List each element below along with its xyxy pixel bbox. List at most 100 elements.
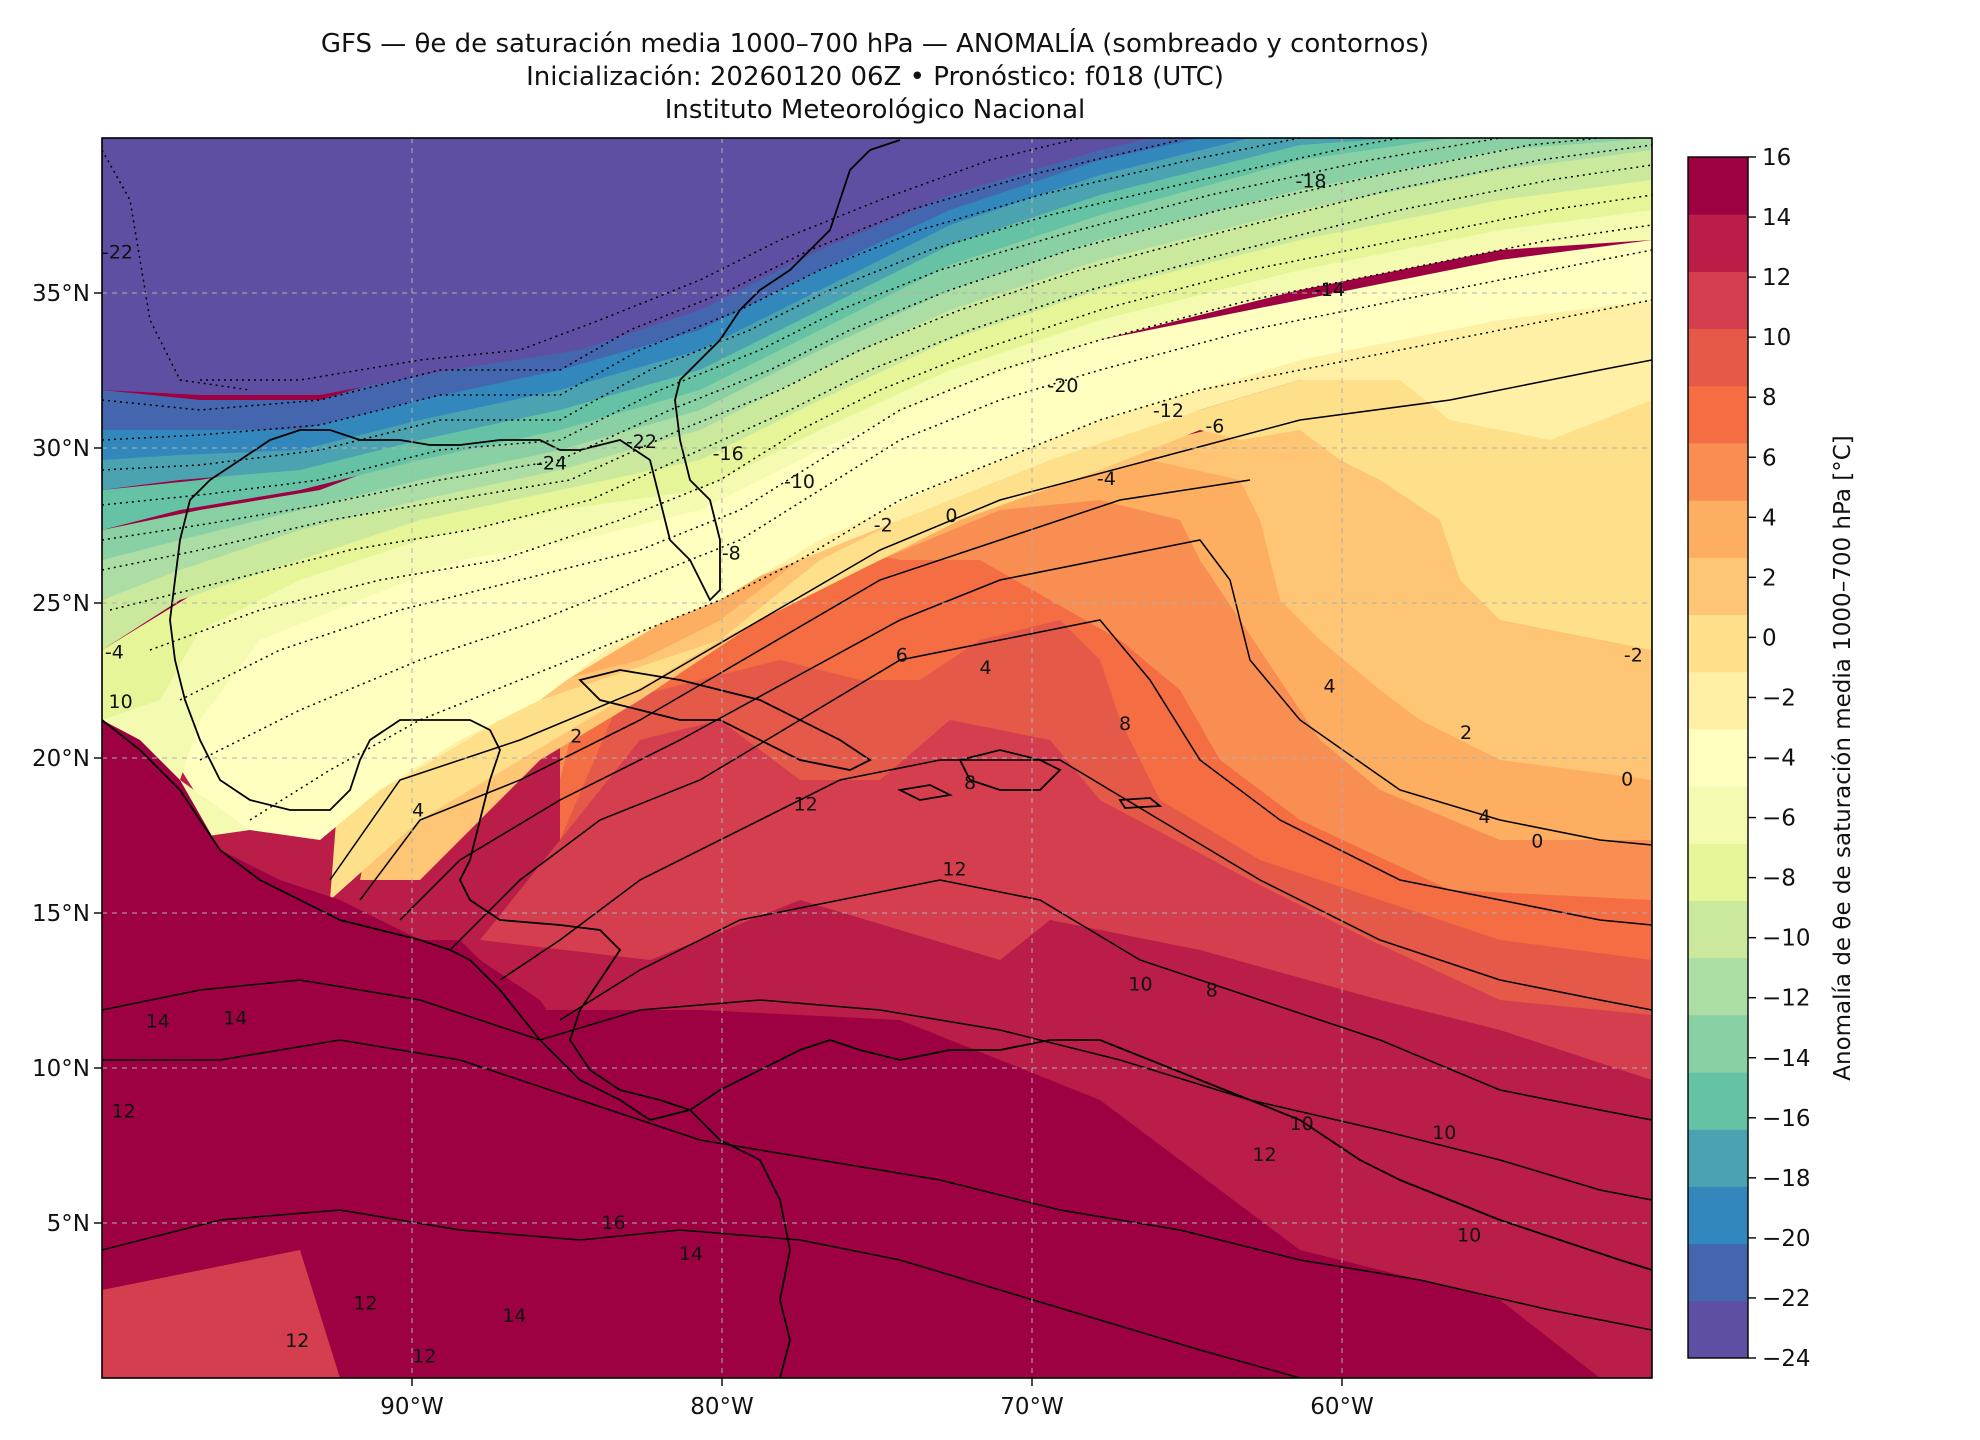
colorbar-tick-label: 16 bbox=[1762, 145, 1791, 171]
colorbar-swatch bbox=[1688, 786, 1748, 844]
contour-label: 6 bbox=[896, 645, 908, 667]
lat-tick-label: 20°N bbox=[32, 746, 90, 772]
field-band-minus22 bbox=[102, 138, 1200, 430]
lon-tick-label: 60°W bbox=[1310, 1394, 1374, 1420]
colorbar-tick-label: −4 bbox=[1762, 746, 1796, 772]
contour-label: -12 bbox=[1153, 400, 1184, 422]
field-band-pacific-coast bbox=[102, 720, 700, 1120]
colorbar-tick-label: −12 bbox=[1762, 986, 1811, 1012]
contour-lines bbox=[102, 359, 1652, 1378]
lon-tick-label: 80°W bbox=[690, 1394, 754, 1420]
contour-label: -2 bbox=[1624, 645, 1643, 667]
contour-line-2 bbox=[359, 479, 1251, 901]
contour-label: 4 bbox=[979, 657, 991, 679]
coastline-puerto-rico bbox=[1118, 797, 1163, 809]
coastline-us-gulf-atlantic bbox=[179, 139, 901, 602]
colorbar-swatch bbox=[1688, 1243, 1748, 1302]
colorbar-swatch bbox=[1688, 671, 1748, 730]
contour-line-minus22 bbox=[102, 139, 1181, 411]
contour-label: 12 bbox=[942, 859, 966, 881]
contour-line-10 bbox=[559, 879, 1652, 1121]
contour-label: 0 bbox=[1621, 769, 1633, 791]
contour-label: -22 bbox=[626, 431, 657, 453]
contour-label: -10 bbox=[784, 471, 815, 493]
contour-label: -14 bbox=[1314, 279, 1345, 301]
colorbar-tick-label: −8 bbox=[1762, 866, 1796, 892]
lat-tick-label: 30°N bbox=[32, 436, 90, 462]
contour-label: -24 bbox=[536, 453, 567, 475]
contour-label: -8 bbox=[722, 542, 741, 564]
coastline-jamaica bbox=[897, 784, 953, 801]
contour-label: -16 bbox=[713, 443, 744, 465]
colorbar-tick-label: −14 bbox=[1762, 1046, 1811, 1072]
lat-tick-label: 25°N bbox=[32, 591, 90, 617]
contour-line-minus14 bbox=[102, 138, 1601, 541]
colorbar-tick-label: 12 bbox=[1762, 265, 1791, 291]
title-line-1: GFS — θe de saturación media 1000–700 hP… bbox=[320, 29, 1430, 59]
colorbar-tick-label: −6 bbox=[1762, 806, 1796, 832]
contour-label: 14 bbox=[679, 1243, 703, 1265]
contour-line-14 bbox=[102, 1039, 1652, 1331]
anomaly-field: -22-24-22-20-18-16-14-12-10-8-6-4-2 04682… bbox=[102, 138, 1652, 1378]
colorbar-swatch bbox=[1688, 442, 1748, 501]
field-band-minus24 bbox=[102, 138, 1652, 395]
contour-label: 14 bbox=[502, 1305, 526, 1327]
field-band-minus10 bbox=[102, 140, 1652, 650]
field-band-minus20 bbox=[102, 138, 1250, 460]
map-title: GFS — θe de saturación media 1000–700 hP… bbox=[0, 28, 1750, 127]
contour-label: -18 bbox=[1295, 170, 1326, 192]
contour-labels: -22-24-22-20-18-16-14-12-10-8-6-4-2 04682… bbox=[102, 170, 1643, 1367]
colorbar-tick-label: 0 bbox=[1762, 625, 1777, 651]
contour-line-minus12 bbox=[102, 144, 1652, 571]
contour-label: 14 bbox=[146, 1011, 170, 1033]
colorbar-swatch bbox=[1688, 557, 1748, 616]
field-band-minus14 bbox=[102, 138, 1652, 560]
contour-label: 4 bbox=[1324, 676, 1336, 698]
colorbar-tick-label: 4 bbox=[1762, 505, 1777, 531]
contour-lines-dotted bbox=[102, 138, 1652, 821]
contour-label: 12 bbox=[1252, 1144, 1276, 1166]
contour-label: 12 bbox=[285, 1330, 309, 1352]
contour-label: 12 bbox=[412, 1345, 436, 1367]
colorbar-swatch bbox=[1688, 214, 1748, 272]
colorbar-tick-label: 10 bbox=[1762, 325, 1791, 351]
map-axis-ticks: 90°W 80°W 70°W 60°W35°N30°N25°N20°N15°N10°N… bbox=[32, 281, 1374, 1420]
contour-label: -2 bbox=[874, 515, 893, 537]
coastline-hispaniola bbox=[958, 749, 1062, 791]
colorbar-tick-label: 8 bbox=[1762, 385, 1777, 411]
contour-label: 2 bbox=[1460, 722, 1472, 744]
contour-label: -4 bbox=[1097, 468, 1116, 490]
lat-tick-label: 5°N bbox=[47, 1211, 90, 1237]
colorbar-swatch bbox=[1688, 900, 1748, 959]
contour-label: 8 bbox=[964, 772, 976, 794]
coastline-colombia-pacific bbox=[689, 1109, 791, 1378]
contour-line-minus20 bbox=[102, 138, 1301, 441]
contour-label: 12 bbox=[794, 794, 818, 816]
colorbar-tick-label: −10 bbox=[1762, 926, 1811, 952]
colorbar-swatch bbox=[1688, 500, 1748, 558]
colorbar-swatch bbox=[1688, 1300, 1748, 1359]
colorbar-tick-label: −2 bbox=[1762, 685, 1796, 711]
colorbar-swatch bbox=[1688, 1014, 1748, 1073]
colorbar-swatch bbox=[1688, 157, 1748, 215]
lat-tick-label: 10°N bbox=[32, 1056, 90, 1082]
contour-label: 10 bbox=[1290, 1113, 1314, 1135]
colorbar-swatch bbox=[1688, 1186, 1748, 1245]
field-band-minus4 bbox=[150, 240, 1652, 840]
contour-label: 16 bbox=[601, 1212, 625, 1234]
contour-line-minus6 bbox=[179, 224, 1652, 701]
colorbar-swatch bbox=[1688, 614, 1748, 673]
colorbar-swatches bbox=[1688, 157, 1748, 1359]
contour-label: 12 bbox=[353, 1293, 377, 1315]
colorbar-swatch bbox=[1688, 728, 1748, 787]
lon-tick-label: 90°W bbox=[380, 1394, 444, 1420]
lon-tick-label: 70°W bbox=[1000, 1394, 1064, 1420]
contour-line-6 bbox=[449, 619, 1652, 951]
colorbar-tick-label: 6 bbox=[1762, 445, 1777, 471]
colorbar-tick-label: −20 bbox=[1762, 1226, 1811, 1252]
colorbar-tick-label: −22 bbox=[1762, 1286, 1811, 1312]
contour-line-12 bbox=[102, 979, 1652, 1201]
colorbar: 16 14 12 10 8 6 4 2 0 −2 −4 −6 −8 −10 −12 −14 −16 −18 −20 −… bbox=[1687, 145, 1856, 1372]
contour-label: 4 bbox=[1479, 806, 1491, 828]
